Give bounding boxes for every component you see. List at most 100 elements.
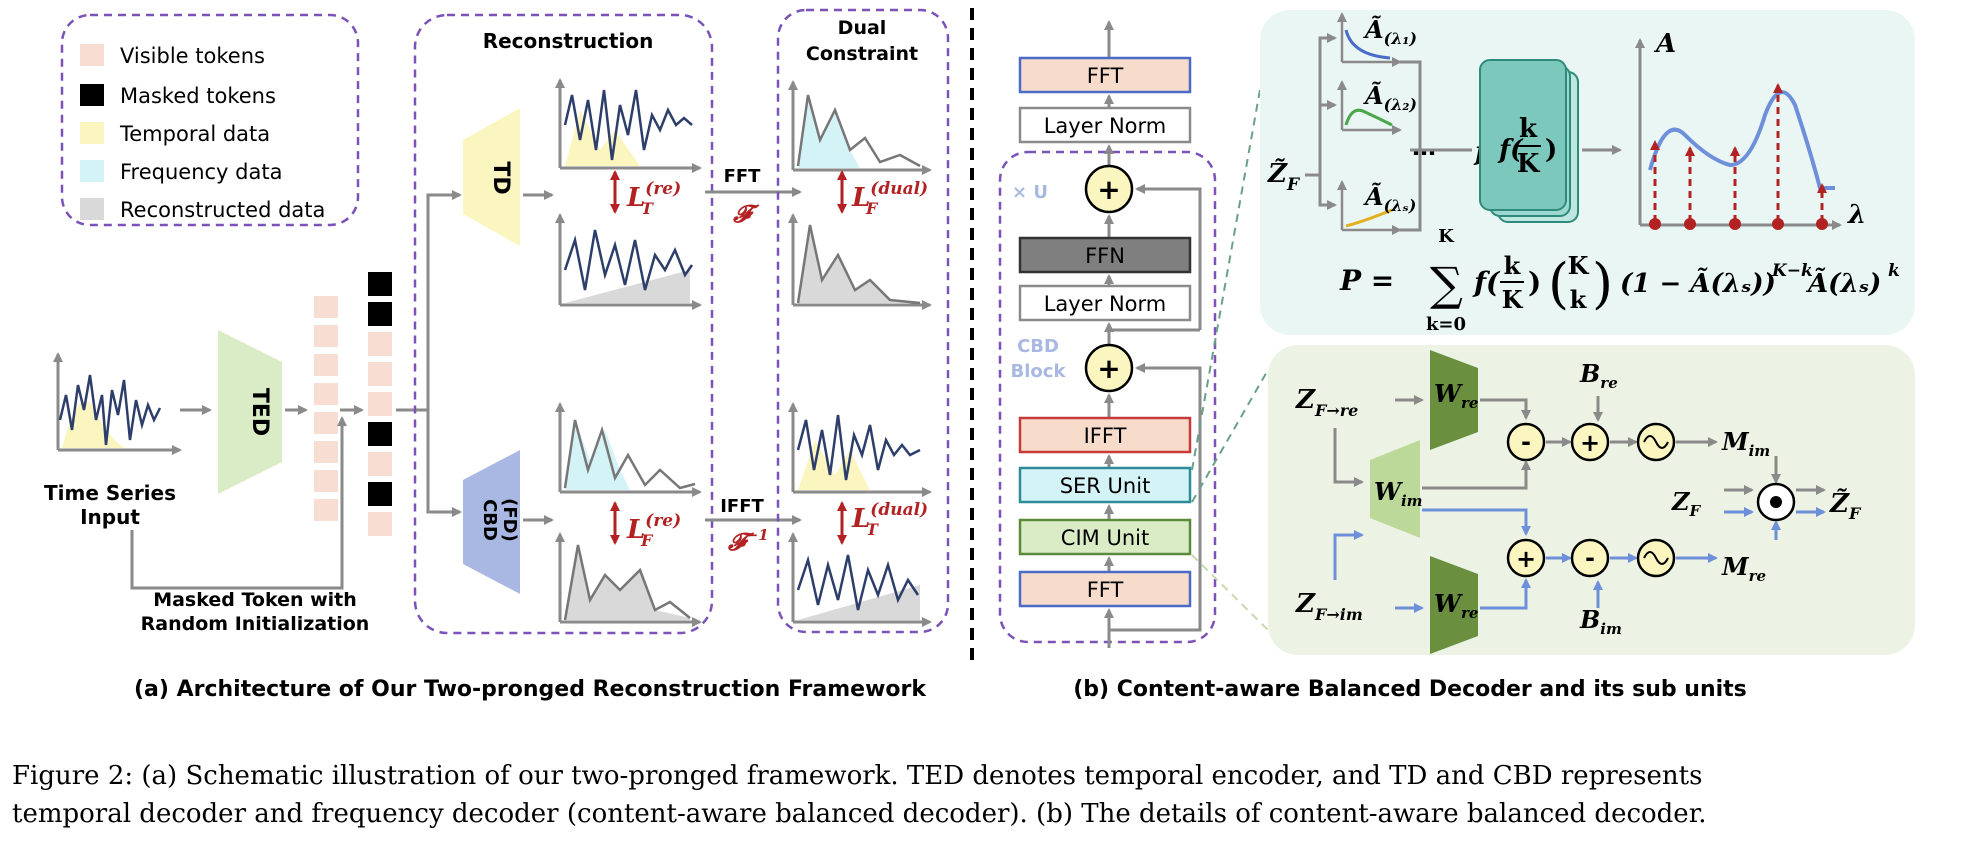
f-function-prefix: f( — [1497, 135, 1524, 165]
m-im-label: Mim — [1721, 427, 1770, 460]
ffn-label: FFN — [1085, 244, 1125, 268]
dual-title-line1: Dual — [838, 17, 887, 39]
caption-panel-a: (a) Architecture of Our Two-pronged Reco… — [134, 677, 927, 702]
legend-frequency-swatch — [80, 160, 104, 182]
td-decoder-block — [463, 108, 520, 246]
legend-temporal-label: Temporal data — [119, 122, 270, 146]
cim-zf-input: ZF — [1671, 487, 1702, 520]
ser-unit-diagram: Z̃F Ã(λ₁) Ã(λ₂) Ã(λₛ) … f( f( k K ) — [1267, 12, 1900, 335]
figure-caption-line1: Figure 2: (a) Schematic illustration of … — [12, 761, 1702, 791]
f-function-block — [1479, 59, 1567, 211]
loss-f-re-sub: F — [640, 531, 654, 550]
cim-unit-box — [1018, 518, 1192, 556]
ser-zf-input: Z̃F — [1267, 158, 1301, 195]
legend-reconstructed-swatch — [80, 198, 104, 220]
probability-formula: P = ∑ K k=0 f( k K ) ( K k ) (1 − Ã(λₛ))… — [1339, 226, 1900, 335]
a-lambda2-label: Ã(λ₂) — [1363, 81, 1417, 114]
td-label: TD — [488, 161, 513, 194]
cbd-block-label-line1: CBD — [1017, 336, 1059, 357]
formula-tail: Ã(λₛ) — [1805, 267, 1881, 299]
ted-encoder-block — [218, 330, 282, 494]
masked-note-line2: Random Initialization — [141, 613, 370, 635]
cbd-target-plot — [555, 402, 702, 497]
a-lambdas-label: Ã(λₛ) — [1363, 182, 1416, 215]
formula-exp1: K−k — [1771, 261, 1813, 281]
formula-exp2: k — [1888, 261, 1900, 281]
fft-transfer-label: FFT — [724, 166, 762, 187]
visible-token-column — [314, 296, 338, 521]
dual-freq-target-plot — [788, 80, 932, 175]
formula-f-den: K — [1502, 285, 1524, 314]
op-minus-top: - — [1521, 428, 1531, 456]
loss-t-dual: L(dual) — [851, 500, 928, 534]
masked-note-line1: Masked Token with — [153, 589, 357, 611]
axis-a-label: A — [1653, 29, 1676, 59]
w-re-bottom-block — [1430, 556, 1478, 654]
ser-unit-panel — [1260, 10, 1915, 335]
formula-sum-sign: ∑ — [1430, 257, 1463, 311]
w-re-bottom-label: Wre — [1434, 589, 1478, 622]
ifft-transfer-label: IFFT — [720, 496, 764, 517]
formula-binom-open: ( — [1548, 252, 1569, 315]
reconstruction-box — [413, 13, 714, 635]
input-series-plot — [53, 352, 182, 455]
w-re-top-label: Wre — [1434, 379, 1478, 412]
op-plus-top: + — [1580, 429, 1600, 457]
cim-unit-panel — [1268, 345, 1915, 655]
b-im-label: Bim — [1579, 605, 1622, 638]
loss-t-re: L(re) — [626, 179, 681, 213]
td-target-plot — [555, 78, 702, 173]
formula-sum-top: K — [1438, 226, 1455, 247]
fourier-symbol: 𝓕 — [732, 199, 760, 228]
probability-arrows — [1649, 83, 1828, 230]
m-re-label: Mre — [1721, 552, 1766, 585]
dual-temporal-output-plot — [788, 532, 932, 627]
formula-f-close: ) — [1528, 266, 1541, 299]
layer-norm-top-label: Layer Norm — [1044, 114, 1167, 138]
legend-masked-label: Masked tokens — [120, 84, 276, 108]
input-label-line1: Time Series — [44, 481, 176, 505]
axis-lambda-label: λ — [1847, 200, 1866, 230]
w-im-label: Wim — [1374, 477, 1423, 510]
dual-title-line2: Constraint — [806, 43, 918, 65]
dual-temporal-target-plot — [788, 402, 932, 497]
figure-caption-line2: temporal decoder and frequency decoder (… — [12, 799, 1707, 829]
reconstruction-title: Reconstruction — [483, 29, 654, 53]
ifft-label: IFFT — [1084, 424, 1127, 448]
cim-z-im-input: ZF→im — [1295, 589, 1363, 624]
legend-reconstructed-label: Reconstructed data — [120, 198, 325, 222]
caption-panel-b: (b) Content-aware Balanced Decoder and i… — [1073, 677, 1747, 702]
loss-f-re: L(re) — [626, 511, 681, 545]
dual-freq-output-plot — [788, 213, 932, 310]
legend: Visible tokens Masked tokens Temporal da… — [60, 13, 360, 227]
formula-binom-bottom: k — [1570, 285, 1588, 314]
residual-add-mid: + — [1097, 352, 1120, 385]
loss-t-re-sub: T — [641, 199, 654, 218]
td-output-plot — [555, 213, 702, 310]
f-numerator: k — [1519, 114, 1538, 144]
op-minus-bottom: - — [1585, 544, 1595, 572]
ser-unit-label: SER Unit — [1060, 474, 1151, 498]
formula-f-prefix: f( — [1472, 266, 1501, 299]
formula-p: P = — [1339, 264, 1394, 297]
f-paren-close: ) — [1545, 135, 1557, 165]
inverse-fourier-symbol: 𝓕−1 — [727, 526, 769, 556]
cim-zf-output: Z̃F — [1829, 488, 1862, 523]
a-lambda1-label: Ã(λ₁) — [1363, 15, 1417, 48]
cim-unit-label: CIM Unit — [1061, 526, 1149, 550]
cbd-decoder-block — [463, 450, 520, 594]
formula-f-num: k — [1504, 251, 1522, 280]
f-denominator: K — [1517, 149, 1541, 179]
cbd-block-label-line2: Block — [1011, 361, 1067, 382]
cim-unit-diagram: ZF→re ZF→im Wre Wim Wre - + Bre Mim + — [1295, 350, 1862, 654]
formula-binom-top: K — [1568, 251, 1590, 280]
mixed-token-column — [368, 272, 392, 536]
input-label-line2: Input — [80, 505, 140, 529]
ellipsis: … — [1412, 133, 1436, 161]
repeat-u-label: × U — [1012, 182, 1048, 203]
formula-rest: (1 − Ã(λₛ)) — [1620, 267, 1776, 299]
fft-top-label: FFT — [1087, 64, 1124, 88]
layer-norm-mid-label: Layer Norm — [1044, 292, 1167, 316]
loss-f-dual-sub: F — [865, 199, 879, 218]
